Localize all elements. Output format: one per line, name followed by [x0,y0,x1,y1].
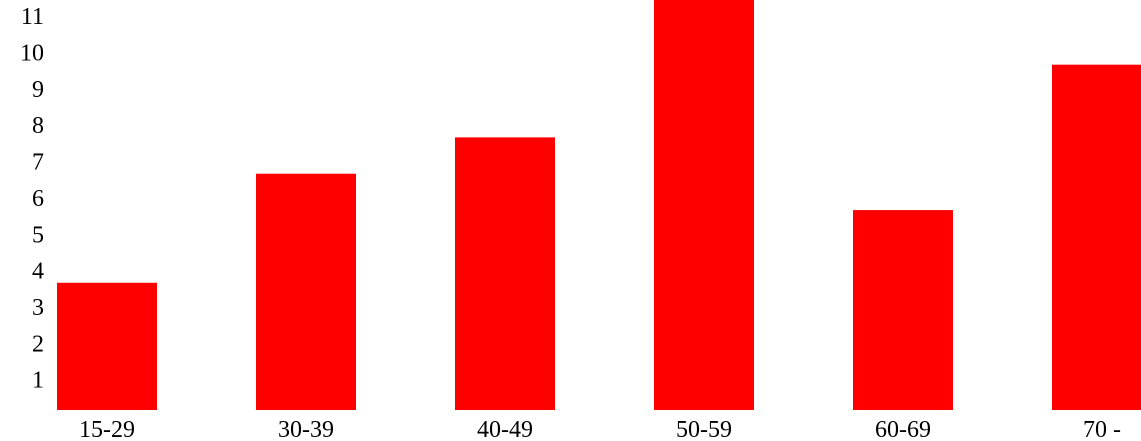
x-tick-label: 30-39 [278,417,334,441]
y-tick-label: 10 [20,41,44,67]
y-tick-label: 11 [21,4,44,30]
y-tick-label: 7 [32,150,44,176]
y-axis-tick-labels: 1 2 3 4 5 6 7 8 9 10 11 [20,4,44,394]
y-tick-label: 6 [32,186,44,212]
y-tick-label: 9 [32,77,44,103]
bar [455,137,555,410]
x-tick-label: 40-49 [477,417,533,441]
y-tick-label: 5 [32,222,44,248]
x-tick-label: 50-59 [676,417,732,441]
y-tick-label: 2 [32,331,44,357]
bar [853,210,953,410]
bar [1052,64,1141,411]
x-tick-label: 15-29 [79,417,135,441]
x-tick-label: 70 - [1083,417,1121,441]
bar [654,0,754,410]
bar [256,173,356,410]
y-tick-label: 4 [32,259,44,285]
x-tick-label: 60-69 [875,417,931,441]
x-axis-tick-labels: 15-29 30-39 40-49 50-59 60-69 70 - [79,417,1121,441]
bar [57,282,157,410]
y-tick-label: 8 [32,113,44,139]
y-tick-label: 1 [32,368,44,394]
y-tick-label: 3 [32,295,44,321]
bars-group [57,0,1141,411]
